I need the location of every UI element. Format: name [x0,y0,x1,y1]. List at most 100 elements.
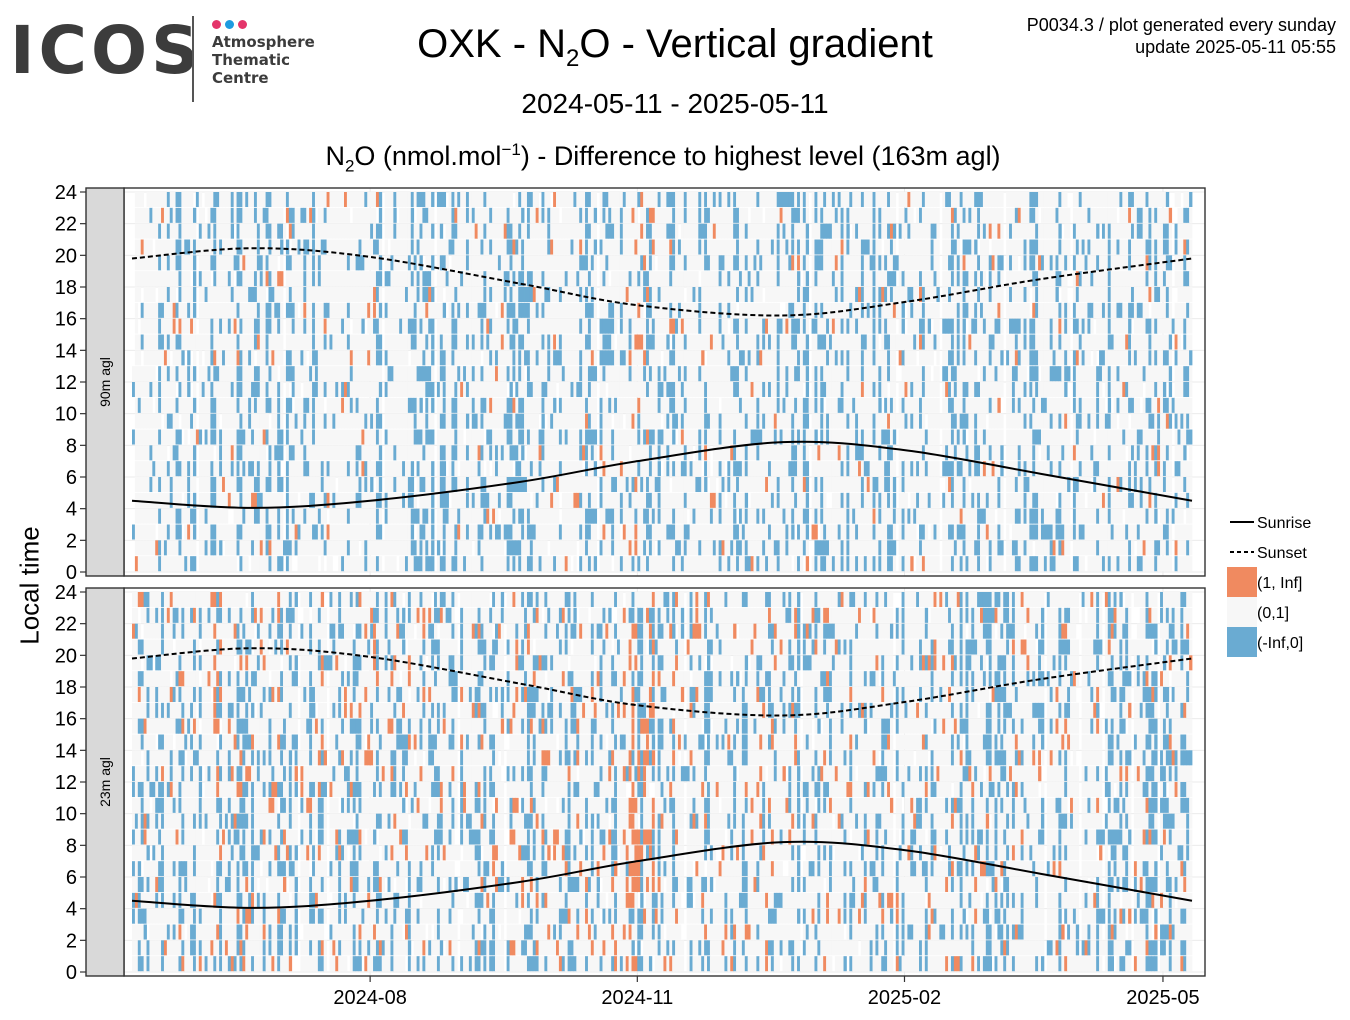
plot-meta: P0034.3 / plot generated every sunday up… [1027,14,1336,58]
heatmap-cell [239,366,243,382]
heatmap-cell [242,302,246,318]
heatmap-cell [709,287,714,303]
heatmap-cell [492,192,496,208]
heatmap-cell [195,334,200,350]
heatmap-cell [675,239,679,255]
heatmap-cell [442,461,447,477]
heatmap-cell [637,508,641,524]
heatmap-cell [314,429,319,445]
heatmap-cell [686,334,690,350]
heatmap-cell [227,223,232,239]
heatmap-cell [753,524,757,540]
heatmap-cell [280,318,284,334]
logo-dot-1 [212,20,221,29]
heatmap-cell [616,382,621,398]
heatmap-cell [378,508,383,524]
heatmap-cell [538,350,542,366]
heatmap-cell [346,239,351,255]
heatmap-cell [619,207,624,223]
heatmap-cell [460,255,464,271]
heatmap-cell [471,445,476,461]
heatmap-cell [236,524,240,540]
heatmap-cell [608,524,612,540]
heatmap-cell [521,540,525,556]
heatmap-cell [314,540,319,556]
heatmap-cell [535,445,539,461]
heatmap-cell [698,429,702,445]
heatmap-cell [320,207,325,223]
heatmap-cell [614,382,618,398]
heatmap-cell [602,207,606,223]
heatmap-cell [492,207,496,223]
heatmap-cell [355,508,359,524]
heatmap-cell [445,556,449,572]
heatmap-cell [556,239,560,255]
heatmap-cell [587,287,592,303]
heatmap-cell [242,524,246,540]
heatmap-cell [175,239,179,255]
heatmap-cell [582,397,586,413]
heatmap-cell [637,287,641,303]
heatmap-cell [529,334,534,350]
heatmap-cell [248,382,252,398]
heatmap-cell [169,413,174,429]
heatmap-cell [602,318,606,334]
heatmap-cell [463,223,467,239]
heatmap-cell [396,239,400,255]
heatmap-cell [518,492,522,508]
heatmap-cell [390,540,394,556]
heatmap-cell [358,334,362,350]
heatmap-cell [637,477,641,493]
heatmap-cell [733,334,737,350]
heatmap-cell [634,524,638,540]
heatmap-cell [550,318,554,334]
heatmap-cell [163,461,168,477]
heatmap-cell [698,397,702,413]
heatmap-cell [503,461,508,477]
heatmap-cell [204,508,208,524]
heatmap-cell [387,318,391,334]
heatmap-cell [370,429,374,445]
heatmap-cell [587,207,592,223]
heatmap-cell [158,413,162,429]
heatmap-cell [370,461,374,477]
heatmap-cell [643,508,647,524]
heatmap-cell [140,192,145,208]
heatmap-cell [163,239,168,255]
heatmap-cell [509,318,513,334]
heatmap-cell [253,318,258,334]
heatmap-cell [721,445,725,461]
heatmap-cell [134,255,139,271]
heatmap-cell [486,540,490,556]
heatmap-cell [178,445,182,461]
heatmap-cell [239,334,243,350]
heatmap-cell [570,223,574,239]
heatmap-cell [660,207,664,223]
heatmap-cell [660,302,664,318]
heatmap-cell [701,255,705,271]
heatmap-cell [312,223,316,239]
heatmap-cell [297,445,301,461]
heatmap-cell [718,318,722,334]
subtitle-superscript: −1 [501,140,521,159]
heatmap-cell [567,382,571,398]
heatmap-cell [509,334,513,350]
heatmap-cell [134,508,139,524]
heatmap-cell [579,477,583,493]
heatmap-cell [294,192,298,208]
heatmap-cell [486,255,490,271]
heatmap-cell [468,318,473,334]
heatmap-cell [628,429,632,445]
heatmap-cell [303,461,307,477]
heatmap-cell [419,413,423,429]
heatmap-cell [715,461,720,477]
heatmap-cell [593,540,598,556]
heatmap-cell [468,350,473,366]
heatmap-cell [762,556,766,572]
heatmap-cell [361,350,365,366]
heatmap-cell [709,207,714,223]
heatmap-cell [707,255,711,271]
heatmap-cell [314,461,319,477]
heatmap-cell [492,302,496,318]
heatmap-cell [268,223,272,239]
